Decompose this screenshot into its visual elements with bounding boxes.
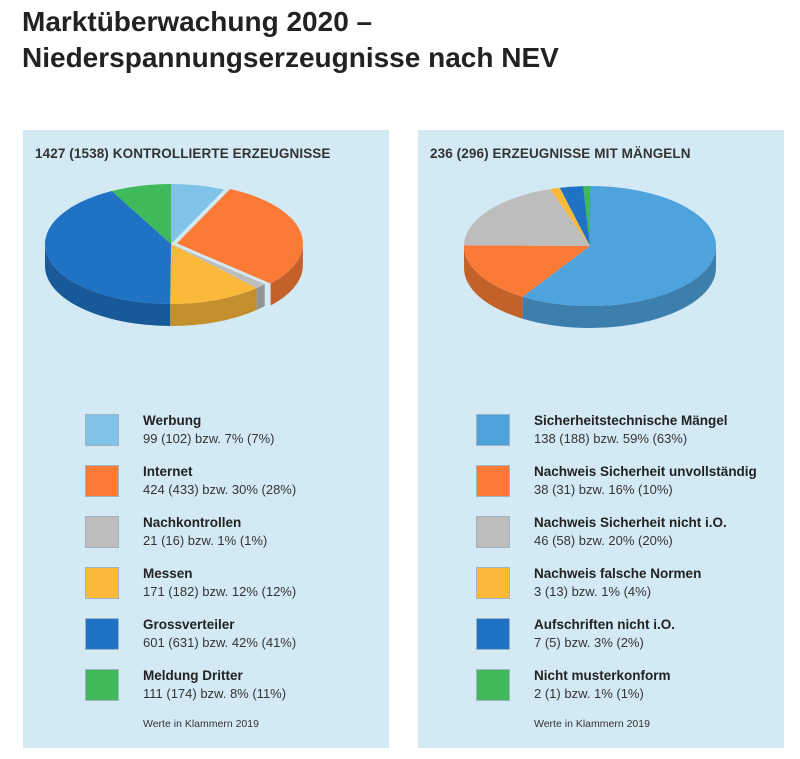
pie-slice-messen (170, 244, 257, 304)
legend-swatch (476, 465, 510, 497)
legend-item-nachkontrollen: Nachkontrollen 21 (16) bzw. 1% (1%) (85, 514, 385, 565)
pie-slice-grossverteiler (45, 191, 171, 304)
legend-label: Aufschriften nicht i.O. (534, 617, 676, 632)
legend: Werbung 99 (102) bzw. 7% (7%) Internet 4… (85, 412, 385, 718)
pie-slice-meldung-dritter (111, 184, 171, 244)
pie-slice-nachweis-sicherheit-nicht-i-o (464, 189, 590, 246)
legend-item-falsche-normen: Nachweis falsche Normen 3 (13) bzw. 1% (… (476, 565, 776, 616)
legend-value: 7 (5) bzw. 3% (2%) (534, 635, 644, 650)
pie-slice-nicht-musterkonform (583, 186, 590, 246)
pie-slice-sicherheitstechnische-m-ngel (522, 186, 716, 306)
page-title-line1: Marktüberwachung 2020 – (22, 6, 373, 37)
legend-label: Internet (143, 464, 193, 479)
pie-side-sicherheitstechnische-m-ngel (522, 246, 716, 328)
legend-item-internet: Internet 424 (433) bzw. 30% (28%) (85, 463, 385, 514)
chart-panel-defects: 236 (296) ERZEUGNISSE MIT MÄNGELN Sicher… (418, 130, 784, 748)
pie-slice-aufschriften-nicht-i-o (559, 186, 590, 246)
legend-value: 46 (58) bzw. 20% (20%) (534, 533, 673, 548)
legend-label: Nachweis falsche Normen (534, 566, 702, 581)
legend-value: 424 (433) bzw. 30% (28%) (143, 482, 297, 497)
legend-item-messen: Messen 171 (182) bzw. 12% (12%) (85, 565, 385, 616)
legend-value: 138 (188) bzw. 59% (63%) (534, 431, 688, 446)
legend-item-nachweis-unvollstaendig: Nachweis Sicherheit unvollständig 38 (31… (476, 463, 776, 514)
pie-slice-nachweis-falsche-normen (550, 187, 590, 246)
pie-side-messen (170, 288, 257, 326)
legend-label: Werbung (143, 413, 202, 428)
legend-swatch (85, 414, 119, 446)
legend-value: 171 (182) bzw. 12% (12%) (143, 584, 297, 599)
legend-value: 21 (16) bzw. 1% (1%) (143, 533, 268, 548)
chart-title: 236 (296) ERZEUGNISSE MIT MÄNGELN (430, 146, 691, 161)
legend-label: Sicherheitstechnische Mängel (534, 413, 728, 428)
pie-side-nachweis-sicherheit-unvollst-ndig (464, 246, 523, 319)
legend-swatch (476, 618, 510, 650)
pie-chart-controlled (45, 184, 303, 326)
legend-swatch (85, 567, 119, 599)
pie-side-nachkontrollen (256, 284, 265, 311)
legend-label: Nachkontrollen (143, 515, 242, 530)
pie-side-grossverteiler (45, 244, 171, 326)
legend-label: Grossverteiler (143, 617, 235, 632)
footnote: Werte in Klammern 2019 (143, 718, 259, 730)
pie-slice-werbung (171, 184, 225, 244)
page-title: Marktüberwachung 2020 – Niederspannungse… (22, 4, 559, 76)
legend-label: Nicht musterkonform (534, 668, 671, 683)
pie-slice-nachkontrollen (171, 244, 265, 289)
pie-slice-internet (176, 189, 303, 284)
legend-value: 99 (102) bzw. 7% (7%) (143, 431, 275, 446)
page-title-line2: Niederspannungserzeugnisse nach NEV (22, 42, 559, 73)
legend-swatch (85, 669, 119, 701)
pie-side-internet (270, 243, 303, 306)
legend-label: Messen (143, 566, 193, 581)
legend-swatch (476, 669, 510, 701)
legend-item-nicht-musterkonform: Nicht musterkonform 2 (1) bzw. 1% (1%) (476, 667, 776, 718)
footnote: Werte in Klammern 2019 (534, 718, 650, 730)
legend-swatch (85, 516, 119, 548)
legend-value: 601 (631) bzw. 42% (41%) (143, 635, 297, 650)
legend-label: Meldung Dritter (143, 668, 243, 683)
legend: Sicherheitstechnische Mängel 138 (188) b… (476, 412, 776, 718)
legend-swatch (85, 618, 119, 650)
chart-panel-controlled: 1427 (1538) KONTROLLIERTE ERZEUGNISSE We… (23, 130, 389, 748)
legend-item-sicherheitstechnische-maengel: Sicherheitstechnische Mängel 138 (188) b… (476, 412, 776, 463)
legend-item-meldung-dritter: Meldung Dritter 111 (174) bzw. 8% (11%) (85, 667, 385, 718)
legend-label: Nachweis Sicherheit unvollständig (534, 464, 757, 479)
pie-chart-defects (464, 186, 716, 328)
legend-item-grossverteiler: Grossverteiler 601 (631) bzw. 42% (41%) (85, 616, 385, 667)
legend-value: 3 (13) bzw. 1% (4%) (534, 584, 652, 599)
legend-swatch (476, 516, 510, 548)
legend-item-aufschriften: Aufschriften nicht i.O. 7 (5) bzw. 3% (2… (476, 616, 776, 667)
legend-swatch (476, 414, 510, 446)
pie-slice-nachweis-sicherheit-unvollst-ndig (464, 245, 590, 297)
legend-value: 111 (174) bzw. 8% (11%) (143, 686, 287, 701)
legend-item-werbung: Werbung 99 (102) bzw. 7% (7%) (85, 412, 385, 463)
legend-label: Nachweis Sicherheit nicht i.O. (534, 515, 727, 530)
legend-swatch (476, 567, 510, 599)
chart-title: 1427 (1538) KONTROLLIERTE ERZEUGNISSE (35, 146, 331, 161)
legend-value: 2 (1) bzw. 1% (1%) (534, 686, 644, 701)
legend-swatch (85, 465, 119, 497)
legend-item-nachweis-nicht-io: Nachweis Sicherheit nicht i.O. 46 (58) b… (476, 514, 776, 565)
legend-value: 38 (31) bzw. 16% (10%) (534, 482, 673, 497)
